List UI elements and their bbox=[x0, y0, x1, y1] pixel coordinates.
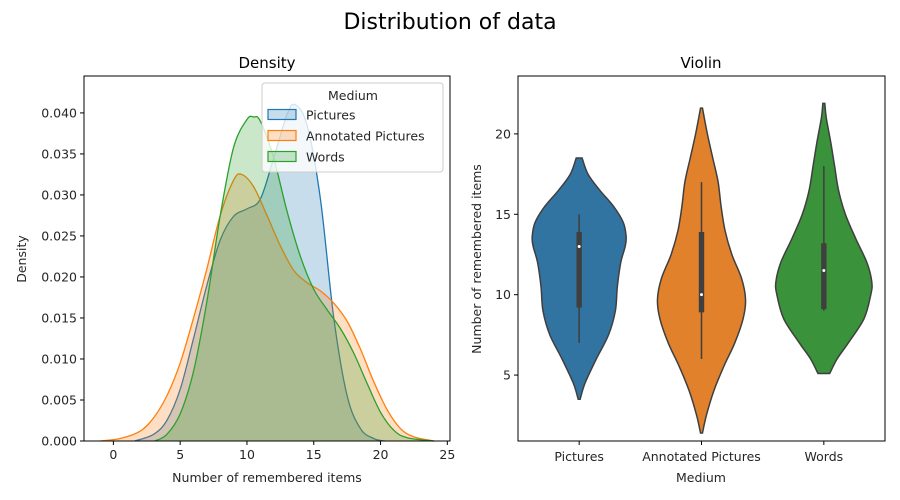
density-title: Density bbox=[238, 54, 295, 72]
density-x-tick-label: 25 bbox=[439, 447, 455, 462]
violin-iqr-box-words bbox=[821, 243, 827, 310]
violin-x-axis-label: Medium bbox=[676, 470, 726, 485]
density-x-ticks: 0 5 10 15 20 25 bbox=[109, 441, 455, 462]
violin-y-tick-label: 5 bbox=[503, 368, 511, 383]
density-x-tick-label: 0 bbox=[109, 447, 117, 462]
legend-swatch-pictures bbox=[267, 108, 297, 121]
density-areas bbox=[99, 103, 435, 442]
violin-iqr-box-annotated-pictures bbox=[698, 231, 705, 313]
violin-y-tick-label: 20 bbox=[495, 126, 511, 141]
density-y-tick-label: 0.025 bbox=[41, 228, 77, 243]
density-y-tick-label: 0.020 bbox=[41, 269, 77, 284]
violin-axes: Violin Pictures Annotated Pictures Words 5… bbox=[469, 54, 886, 485]
density-axes: Density 0 5 10 15 20 25 0.0000.0050.0100.0150… bbox=[14, 54, 455, 485]
violin-y-axis-label: Number of remembered items bbox=[469, 164, 484, 354]
kde-line-annotated-pictures bbox=[99, 173, 435, 442]
figure-suptitle: Distribution of data bbox=[343, 10, 556, 35]
density-axes-frame bbox=[83, 75, 451, 442]
violin-median-pictures bbox=[577, 244, 581, 248]
density-x-axis-label: Number of remembered items bbox=[172, 470, 362, 485]
kde-area-words bbox=[154, 116, 434, 441]
legend-title: Medium bbox=[328, 88, 378, 103]
density-y-tick-label: 0.035 bbox=[41, 146, 77, 161]
legend-label-annotated-pictures: Annotated Pictures bbox=[306, 129, 425, 144]
density-x-tick-label: 10 bbox=[239, 447, 255, 462]
density-y-tick-label: 0.015 bbox=[41, 310, 77, 325]
density-x-tick-label: 20 bbox=[373, 447, 389, 462]
violin-x-tick-label: Annotated Pictures bbox=[642, 449, 761, 464]
violin-y-tick-label: 15 bbox=[495, 207, 511, 222]
density-y-tick-label: 0.010 bbox=[41, 351, 77, 366]
violin-iqr-box-pictures bbox=[576, 231, 582, 308]
violin-x-tick-label: Pictures bbox=[554, 449, 604, 464]
density-y-tick-label: 0.030 bbox=[41, 187, 77, 202]
violin-median-words bbox=[822, 269, 826, 273]
legend-frame bbox=[261, 82, 444, 173]
legend-label-words: Words bbox=[306, 150, 345, 165]
density-x-tick-label: 5 bbox=[176, 447, 184, 462]
density-y-tick-label: 0.005 bbox=[41, 392, 77, 407]
density-y-ticks: 0.000 0.005 0.010 0.015 0.020 0.025 0.030 0.035… bbox=[41, 105, 84, 449]
legend: Medium Pictures Annotated Pictures Words bbox=[261, 82, 444, 173]
violin-y-tick-label: 10 bbox=[495, 287, 511, 302]
violin-y-ticks: 5 10 15 20 bbox=[495, 126, 518, 383]
violin-bodies bbox=[531, 102, 873, 434]
kde-area-annotated-pictures bbox=[100, 173, 434, 441]
violin-x-tick-label: Words bbox=[805, 449, 844, 464]
density-y-axis-label: Density bbox=[14, 235, 29, 283]
legend-swatch-words bbox=[267, 150, 297, 163]
violin-title: Violin bbox=[680, 54, 721, 72]
violin-x-ticks: Pictures Annotated Pictures Words bbox=[554, 441, 843, 464]
violin-median-annotated-pictures bbox=[700, 293, 703, 297]
density-y-tick-label: 0.000 bbox=[41, 434, 77, 449]
legend-entries: Pictures Annotated Pictures Words bbox=[267, 108, 425, 165]
legend-swatch-annotated-pictures bbox=[267, 129, 297, 142]
density-x-tick-label: 15 bbox=[306, 447, 322, 462]
density-y-tick-label: 0.040 bbox=[41, 105, 77, 120]
legend-label-pictures: Pictures bbox=[306, 108, 356, 123]
